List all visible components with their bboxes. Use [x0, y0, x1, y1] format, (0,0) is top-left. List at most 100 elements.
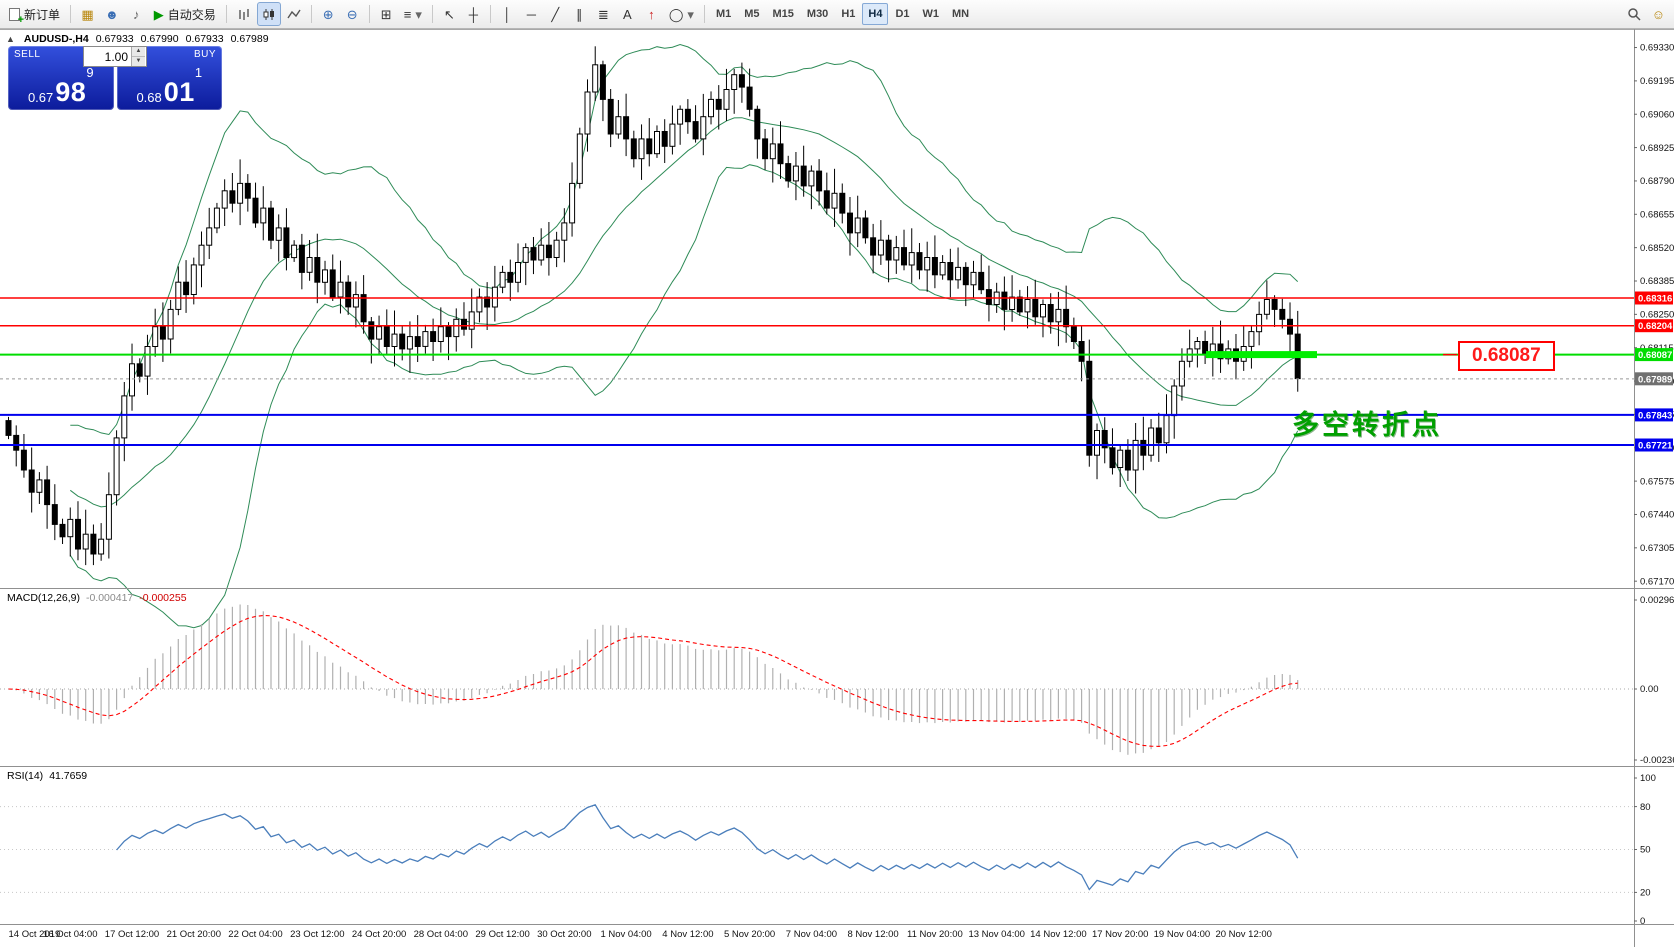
price-callout-box[interactable]: 0.68087 — [1458, 341, 1555, 371]
timeframe-m5[interactable]: M5 — [744, 8, 760, 20]
search-icon — [1627, 8, 1641, 21]
svg-text:0.67305: 0.67305 — [1640, 543, 1674, 554]
macd-header: MACD(12,26,9) -0.000417 -0.000255 — [7, 592, 187, 604]
fibonacci-button[interactable]: ≣ — [592, 2, 615, 26]
svg-text:80: 80 — [1640, 802, 1651, 813]
chart-candles-button[interactable] — [256, 2, 281, 26]
volume-box: ▲ ▼ — [83, 46, 147, 67]
svg-text:0.69330: 0.69330 — [1640, 43, 1674, 54]
toolbar-separator — [310, 5, 312, 23]
buy-label: BUY — [193, 49, 216, 60]
new-order-button[interactable]: 新订单 — [4, 2, 65, 26]
alerts-button[interactable]: ♪ — [125, 2, 148, 26]
shapes-button[interactable]: ◯ ▾ — [664, 2, 699, 26]
vertical-line-icon: │ — [503, 6, 512, 22]
svg-text:21 Oct 20:00: 21 Oct 20:00 — [167, 929, 221, 940]
toolbar-separator — [703, 5, 705, 23]
svg-text:30 Oct 20:00: 30 Oct 20:00 — [537, 929, 591, 940]
timeframe-m1[interactable]: M1 — [715, 8, 732, 20]
rsi-header: RSI(14) 41.7659 — [7, 770, 87, 782]
vertical-line-button[interactable]: │ — [496, 2, 519, 26]
svg-text:100: 100 — [1640, 773, 1656, 784]
svg-text:13 Nov 04:00: 13 Nov 04:00 — [968, 929, 1025, 940]
line-chart-icon — [287, 9, 301, 18]
svg-text:50: 50 — [1640, 845, 1651, 856]
timeframe-h1[interactable]: H1 — [841, 8, 856, 20]
indicators-list-icon: ≡ — [403, 6, 412, 22]
autotrade-button[interactable]: ▶ 自动交易 — [149, 2, 221, 26]
profiles-button[interactable]: ☻ — [100, 2, 124, 26]
svg-text:29 Oct 12:00: 29 Oct 12:00 — [475, 929, 529, 940]
rsi-label: RSI(14) — [7, 770, 44, 782]
new-order-icon — [9, 7, 24, 26]
svg-text:0.67721: 0.67721 — [1638, 441, 1673, 452]
svg-text:24 Oct 20:00: 24 Oct 20:00 — [352, 929, 406, 940]
buy-price-sup: 1 — [194, 65, 203, 80]
chart-line-button[interactable] — [282, 2, 306, 26]
svg-text:16 Oct 04:00: 16 Oct 04:00 — [43, 929, 97, 940]
candlestick-chart-icon — [263, 8, 274, 20]
sell-label: SELL — [14, 49, 41, 60]
svg-text:0.68385: 0.68385 — [1640, 276, 1674, 287]
buy-price: 0.68 01 1 — [117, 63, 223, 110]
one-click-collapse-icon[interactable]: ▲ — [6, 34, 15, 44]
zoom-out-icon: ⊖ — [346, 6, 358, 22]
volume-up-button[interactable]: ▲ — [132, 47, 145, 57]
arrow-tool-icon: ↑ — [648, 6, 655, 22]
svg-text:5 Nov 20:00: 5 Nov 20:00 — [724, 929, 775, 940]
toolbar-separator — [489, 5, 491, 23]
svg-text:17 Nov 20:00: 17 Nov 20:00 — [1092, 929, 1149, 940]
toolbar-separator — [70, 5, 72, 23]
svg-text:0: 0 — [1640, 916, 1645, 927]
chinese-annotation[interactable]: 多空转折点 — [1292, 410, 1442, 440]
timeframe-d1[interactable]: D1 — [895, 8, 910, 20]
timeframe-m30[interactable]: M30 — [806, 8, 829, 20]
timeframe-mn[interactable]: MN — [952, 8, 970, 20]
horizontal-line-button[interactable]: ─ — [520, 2, 543, 26]
svg-text:7 Nov 04:00: 7 Nov 04:00 — [786, 929, 837, 940]
alert-icon: ♪ — [132, 6, 140, 22]
svg-text:0.68087: 0.68087 — [1638, 350, 1672, 361]
crosshair-icon: ┼ — [468, 6, 478, 22]
volume-down-button[interactable]: ▼ — [132, 57, 145, 66]
svg-text:0.68655: 0.68655 — [1640, 210, 1674, 221]
timeframe-w1[interactable]: W1 — [922, 8, 940, 20]
text-tool-button[interactable]: A — [616, 2, 639, 26]
charts-window-button[interactable]: ▦ — [76, 2, 99, 26]
sell-price-prefix: 0.67 — [27, 90, 54, 105]
trendline-button[interactable]: ╱ — [544, 2, 567, 26]
close-value: 0.67989 — [230, 33, 269, 45]
svg-text:0.002965: 0.002965 — [1640, 595, 1674, 606]
low-value: 0.67933 — [185, 33, 224, 45]
zoom-out-button[interactable]: ⊖ — [341, 2, 364, 26]
svg-text:1 Nov 04:00: 1 Nov 04:00 — [600, 929, 651, 940]
volume-input[interactable] — [84, 47, 131, 66]
sell-price-big: 98 — [55, 77, 87, 107]
channel-button[interactable]: ∥ — [568, 2, 591, 26]
svg-text:0.67575: 0.67575 — [1640, 476, 1674, 487]
community-button[interactable]: ☺ — [1647, 2, 1670, 26]
svg-text:17 Oct 12:00: 17 Oct 12:00 — [105, 929, 159, 940]
zoom-in-button[interactable]: ⊕ — [317, 2, 340, 26]
indicators-list-button[interactable]: ≡ ▾ — [399, 2, 427, 26]
tile-windows-button[interactable]: ⊞ — [375, 2, 398, 26]
arrow-tool-button[interactable]: ↑ — [640, 2, 663, 26]
high-value: 0.67990 — [140, 33, 179, 45]
sell-price-sup: 9 — [86, 65, 94, 80]
svg-text:0.68316: 0.68316 — [1638, 294, 1672, 305]
profile-icon: ☻ — [105, 6, 119, 22]
timeframe-m15[interactable]: M15 — [772, 8, 794, 20]
buy-price-big: 01 — [163, 77, 195, 107]
svg-text:20 Nov 12:00: 20 Nov 12:00 — [1215, 929, 1272, 940]
cursor-button[interactable]: ↖ — [438, 2, 461, 26]
svg-text:28 Oct 04:00: 28 Oct 04:00 — [414, 929, 468, 940]
chart-bars-button[interactable] — [232, 2, 256, 26]
open-value: 0.67933 — [95, 33, 134, 45]
search-button[interactable] — [1622, 2, 1646, 26]
volume-spinner: ▲ ▼ — [131, 47, 145, 66]
svg-text:4 Nov 12:00: 4 Nov 12:00 — [662, 929, 713, 940]
timeframe-h4[interactable]: H4 — [862, 3, 889, 25]
crosshair-button[interactable]: ┼ — [462, 2, 485, 26]
